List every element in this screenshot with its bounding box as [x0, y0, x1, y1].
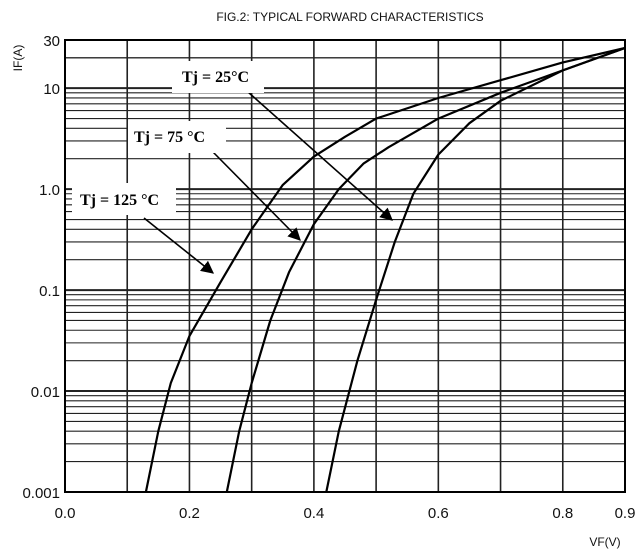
series-lines — [144, 46, 626, 493]
x-tick-label: 0.9 — [615, 505, 636, 522]
x-tick-label: 0.2 — [179, 505, 200, 522]
x-tick-label: 0.4 — [303, 505, 324, 522]
annotation-label: Tj = 125 °C — [80, 192, 159, 209]
annotations: Tj = 25°C Tj = 75 °C Tj = 125 °C — [72, 61, 393, 274]
x-axis-label: VF(V) — [589, 535, 620, 549]
plot-frame — [64, 39, 626, 493]
y-tick-label: 10 — [43, 81, 60, 98]
series-line — [325, 46, 626, 493]
y-tick-label: 30 — [43, 33, 60, 50]
y-tick-label: 0.001 — [22, 485, 60, 502]
series-line — [144, 46, 626, 493]
annotation-arrow — [247, 91, 393, 221]
y-tick-label: 0.1 — [39, 283, 60, 300]
annotation-box — [128, 121, 226, 153]
annotation-arrow — [211, 150, 301, 241]
series-line — [225, 46, 626, 493]
x-tick-label: 0.0 — [55, 505, 76, 522]
annotation-box — [72, 183, 176, 215]
y-axis-label: IF(A) — [11, 45, 25, 72]
tick-labels: 0.0 0.2 0.4 0.6 0.8 0.9 0.001 0.01 0.1 1.0 10 30 — [22, 33, 635, 522]
y-tick-label: 0.01 — [31, 384, 60, 401]
chart-title: FIG.2: TYPICAL FORWARD CHARACTERISTICS — [216, 10, 483, 24]
annotation-label: Tj = 25°C — [182, 69, 249, 86]
grid — [64, 39, 626, 493]
y-tick-label: 1.0 — [39, 182, 60, 199]
x-tick-label: 0.8 — [552, 505, 573, 522]
annotation-arrow — [143, 217, 215, 274]
annotation-label: Tj = 75 °C — [134, 129, 205, 146]
annotation-box — [172, 61, 264, 93]
x-tick-label: 0.6 — [428, 505, 449, 522]
